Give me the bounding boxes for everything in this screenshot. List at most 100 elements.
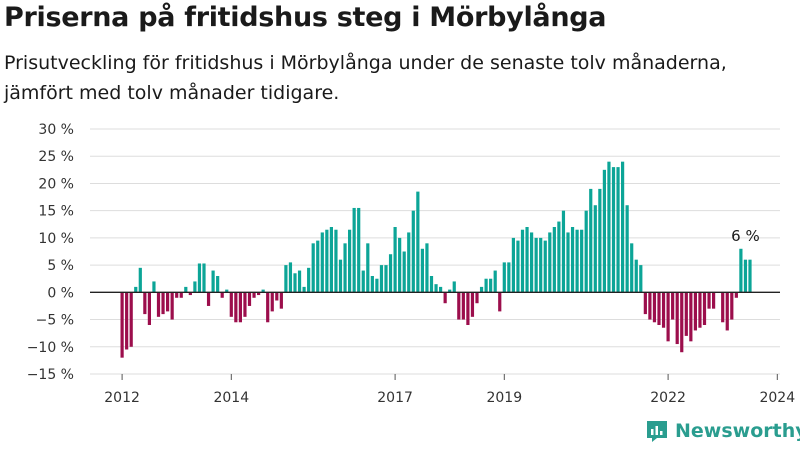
- y-tick-label: 20 %: [38, 176, 74, 192]
- bar: [411, 210, 415, 293]
- bar: [370, 276, 374, 293]
- bar: [479, 286, 484, 293]
- x-axis: 2012 2014 2017 2019 2022 2024: [104, 374, 795, 406]
- bar: [470, 292, 475, 317]
- bar: [307, 267, 311, 293]
- bar: [530, 232, 534, 293]
- bar: [607, 161, 611, 293]
- bar: [420, 248, 424, 293]
- bar: [293, 273, 297, 293]
- bar: [325, 229, 329, 293]
- bar: [589, 188, 593, 293]
- bar: [643, 292, 647, 315]
- x-tick-label: 2022: [650, 390, 686, 406]
- x-tick-label: 2014: [213, 390, 249, 406]
- bar: [402, 251, 406, 293]
- bar: [147, 292, 151, 325]
- bar: [266, 292, 270, 323]
- bar: [202, 263, 206, 293]
- bar: [247, 292, 252, 306]
- bar: [279, 292, 283, 309]
- y-tick-label: 15 %: [38, 204, 74, 220]
- bar: [197, 263, 202, 293]
- bar: [557, 221, 561, 293]
- bar: [621, 161, 625, 293]
- bar: [120, 292, 124, 358]
- bar: [379, 265, 384, 293]
- bar: [698, 292, 702, 328]
- bar: [184, 286, 188, 293]
- bar: [238, 292, 242, 323]
- bar: [639, 265, 643, 293]
- bar: [243, 292, 247, 317]
- bar: [297, 270, 302, 293]
- y-tick-label: 30 %: [38, 122, 74, 138]
- bar: [702, 292, 707, 325]
- bar: [725, 292, 729, 331]
- bar: [439, 286, 443, 293]
- bar: [302, 286, 306, 293]
- bar: [748, 259, 752, 293]
- bar: [466, 292, 470, 325]
- bar: [525, 227, 529, 293]
- x-tick-label: 2024: [759, 390, 795, 406]
- bar: [566, 232, 570, 293]
- bar: [675, 292, 679, 345]
- bar: [188, 292, 192, 296]
- bar: [216, 276, 220, 293]
- bar: [129, 292, 133, 347]
- bar: [712, 292, 716, 309]
- bar: [384, 265, 388, 293]
- bar: [329, 227, 333, 293]
- y-tick-label: 0 %: [47, 285, 74, 301]
- bar: [225, 289, 229, 293]
- bar: [502, 262, 506, 293]
- bar: [575, 229, 579, 293]
- bars: [120, 161, 752, 358]
- bar: [520, 229, 525, 293]
- bar: [206, 292, 211, 306]
- bar: [602, 169, 606, 293]
- bar: [552, 227, 556, 293]
- bar: [166, 292, 170, 312]
- bar: [625, 205, 629, 293]
- x-tick-label: 2017: [377, 390, 413, 406]
- bar: [375, 278, 379, 293]
- bar: [498, 292, 502, 312]
- y-axis: −15 % −10 % −5 % 0 % 5 % 10 % 15 % 20 % 25 % 30 %: [27, 122, 74, 383]
- bar: [175, 292, 179, 298]
- bar: [311, 243, 315, 293]
- bar: [352, 207, 356, 293]
- bar: [229, 292, 233, 317]
- bar: [211, 270, 215, 293]
- chart-subtitle: Prisutveckling för fritidshus i Mörbylån…: [4, 52, 727, 104]
- bar: [320, 232, 324, 293]
- bar: [343, 243, 347, 293]
- y-tick-label: −10 %: [27, 340, 74, 356]
- bar: [366, 243, 370, 293]
- bar: [584, 210, 588, 293]
- y-tick-label: 5 %: [47, 258, 74, 274]
- bar: [666, 292, 670, 342]
- bar: [220, 292, 224, 298]
- y-tick-label: 25 %: [38, 149, 74, 165]
- bar: [156, 292, 161, 317]
- bar: [507, 262, 511, 293]
- bar: [484, 278, 488, 293]
- bar: [593, 205, 597, 293]
- bar: [338, 259, 343, 293]
- bar: [543, 240, 547, 293]
- bar: [671, 292, 675, 320]
- bar: [684, 292, 688, 336]
- latest-value-label: 6 %: [731, 227, 760, 245]
- bar: [179, 292, 183, 298]
- bar: [134, 286, 138, 293]
- bar: [475, 292, 479, 304]
- bar: [539, 237, 543, 293]
- bar: [561, 210, 566, 293]
- bar: [348, 229, 352, 293]
- bar: [434, 284, 438, 293]
- bar: [630, 243, 634, 293]
- bar: [275, 292, 279, 301]
